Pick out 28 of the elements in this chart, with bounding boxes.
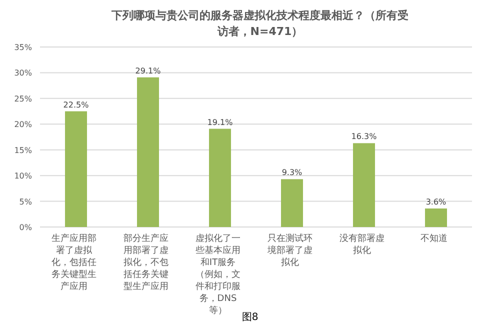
data-label: 19.1% — [207, 118, 234, 127]
y-tick-label: 30% — [14, 68, 32, 78]
y-tick-label: 15% — [14, 146, 32, 155]
chart-title: 下列哪项与贵公司的服务器虚拟化技术程度最相近？（所有受访者，N=471） — [110, 8, 410, 40]
data-label: 22.5% — [63, 100, 90, 110]
data-label: 16.3% — [351, 132, 378, 142]
x-tick-label: 部分生产应用部署了虚拟化，不包括任务关键型生产应用 — [122, 233, 170, 293]
bar — [353, 143, 375, 227]
y-tick-label: 20% — [14, 120, 32, 130]
x-tick-label: 生产应用部署了虚拟化，包括任务关键型生产应用 — [50, 233, 98, 293]
bar — [137, 77, 159, 227]
x-tick-label: 只在测试环境部署了虚拟化 — [266, 233, 314, 269]
y-tick-label: 10% — [14, 172, 32, 181]
y-tick-label: 5% — [19, 197, 32, 206]
x-tick-label: 虚拟化了一些基本应用和IT服务（例如，文件和打印服务，DNS等） — [194, 233, 242, 317]
y-tick-label: 0% — [19, 223, 32, 232]
data-label: 29.1% — [135, 66, 162, 76]
x-tick-label: 不知道 — [420, 233, 448, 245]
y-tick-label: 25% — [14, 94, 32, 104]
bar — [65, 111, 87, 227]
y-tick-label: 35% — [14, 43, 32, 52]
bar — [209, 128, 231, 227]
data-label: 9.3% — [282, 168, 303, 178]
bar — [281, 179, 303, 227]
x-tick-label: 没有部署虚拟化 — [338, 233, 386, 257]
caption: 图8 — [242, 312, 258, 323]
bar — [425, 208, 447, 227]
data-label: 3.6% — [426, 197, 447, 206]
